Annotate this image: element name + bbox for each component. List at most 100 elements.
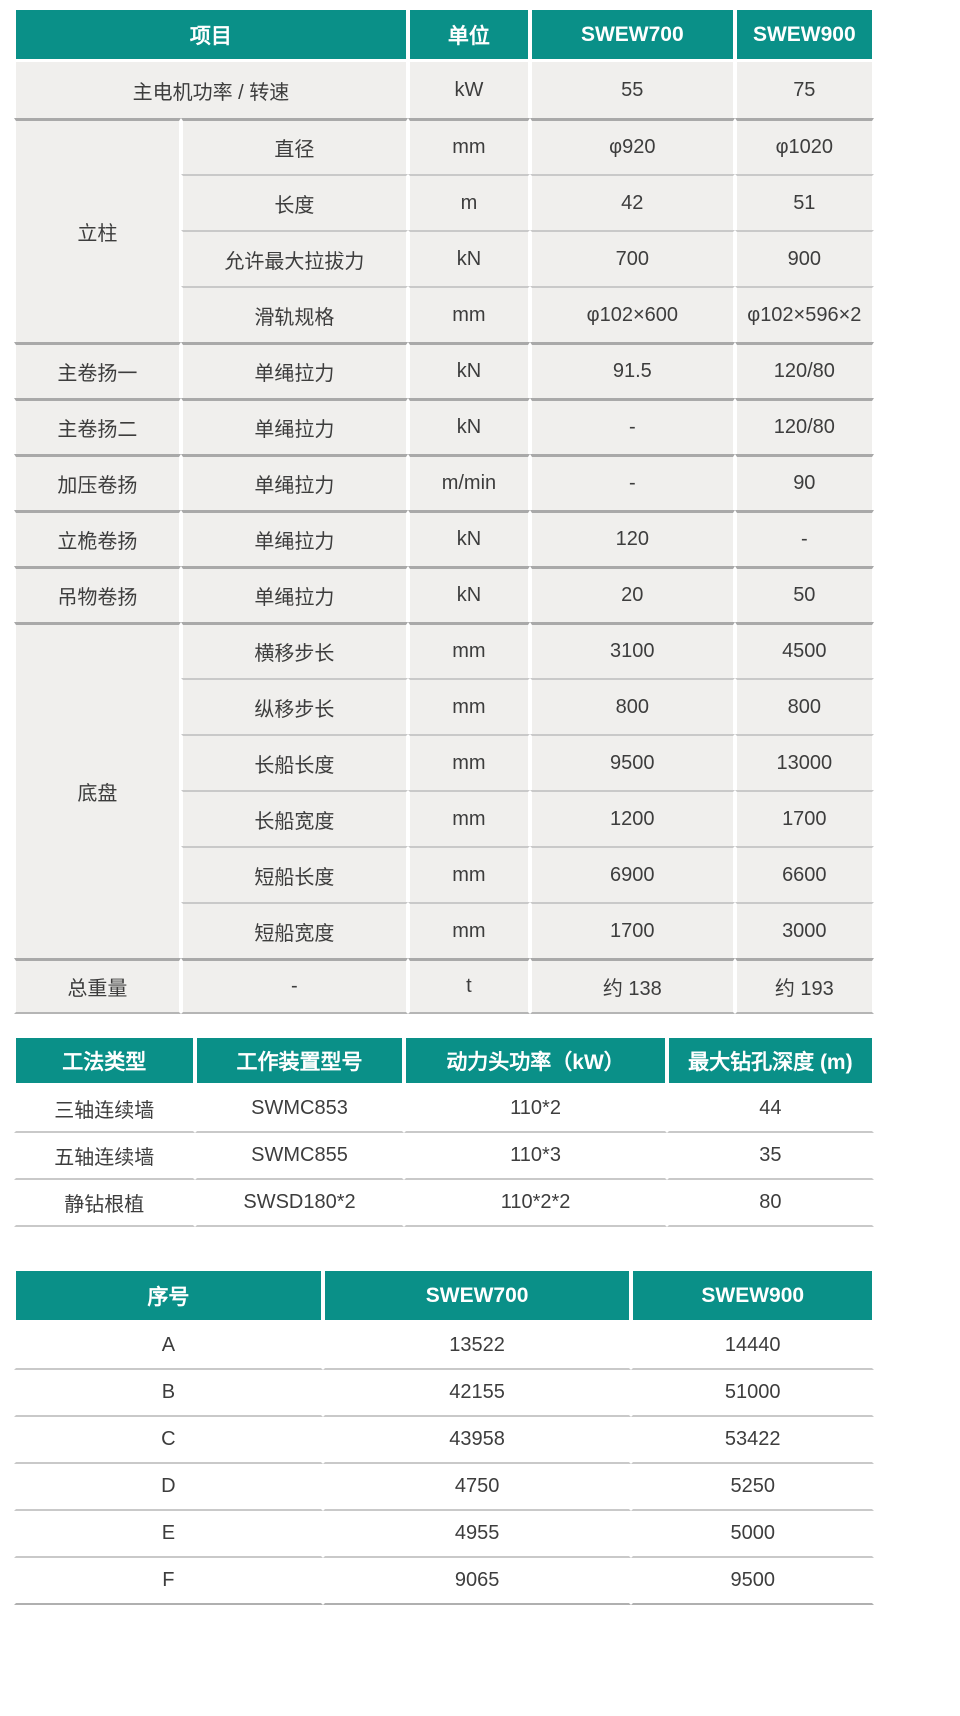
cell: 42155 [322,1370,632,1417]
dimension-table: 序号 SWEW700 SWEW900 A 13522 14440 B 42155 51000 C 4… [14,1271,874,1605]
group-label-cell: 立柱 [14,118,181,342]
cell: 44 [666,1086,874,1133]
cell: t [407,958,530,1014]
cell: 6600 [734,846,874,902]
cell: 50 [734,566,874,622]
table-row: 加压卷扬 单绳拉力 m/min -90 [14,454,874,510]
cell: - [180,958,408,1014]
cell: SWSD180*2 [194,1180,405,1227]
cell: 4750 [322,1464,632,1511]
table-row: 立柱 直径 mm φ920 φ1020 [14,118,874,342]
column-header: 单位 [407,10,530,62]
cell: 五轴连续墙 [14,1133,195,1180]
cell: 立桅卷扬 [14,510,181,566]
cell: A [14,1323,323,1370]
table-row: 五轴连续墙 SWMC855 110*3 35 [14,1133,874,1180]
cell: 主卷扬二 [14,398,181,454]
cell: 1200 [529,790,735,846]
cell: 5250 [631,1464,874,1511]
cell: mm [407,846,530,902]
cell: φ1020 [734,118,874,174]
cell: 9500 [529,734,735,790]
cell: 700 [529,230,735,286]
cell: 110*3 [404,1133,667,1180]
cell: kN [407,398,530,454]
cell: mm [407,790,530,846]
table-row: 立桅卷扬 单绳拉力 kN 120- [14,510,874,566]
cell: 短船宽度 [180,902,408,958]
header-row: 工法类型 工作装置型号 动力头功率（kW） 最大钻孔深度 (m) [14,1038,874,1086]
table-row: B 42155 51000 [14,1370,874,1417]
cell: 800 [529,678,735,734]
spec-sheet-page: 项目 单位 SWEW700 SWEW900 主电机功率 / 转速 kW 55 75 立柱 直径 mm… [14,10,874,1605]
cell: m [407,174,530,230]
cell: - [734,510,874,566]
cell: E [14,1511,323,1558]
table-row: 三轴连续墙 SWMC853 110*2 44 [14,1086,874,1133]
cell: 约 193 [734,958,874,1014]
table-row: F 9065 9500 [14,1558,874,1605]
cell: mm [407,734,530,790]
table-row: 静钻根植 SWSD180*2 110*2*2 80 [14,1180,874,1227]
cell: D [14,1464,323,1511]
cell: 55 [529,62,735,118]
cell: 120/80 [734,342,874,398]
cell: 4955 [322,1511,632,1558]
cell: 90 [734,454,874,510]
table-row: 底盘 横移步长 mm 3100 4500 [14,622,874,958]
cell: kN [407,342,530,398]
table-row: D 4750 5250 [14,1464,874,1511]
cell: - [529,454,735,510]
cell: 单绳拉力 [180,510,408,566]
cell: kN [407,510,530,566]
table-row: 吊物卷扬 单绳拉力 kN 20 50 [14,566,874,622]
table-row: 滑轨规格 mm φ102×600 φ102×596×2 [14,286,874,342]
cell: 43958 [322,1417,632,1464]
cell: φ920 [529,118,735,174]
cell: 51 [734,174,874,230]
table-row: 纵移步长 mm 800 800 [14,678,874,734]
cell: 横移步长 [180,622,408,678]
table-row: 允许最大拉拔力 kN 700 900 [14,230,874,286]
table-row: C 43958 53422 [14,1417,874,1464]
table-row: 短船宽度 mm 1700 3000 [14,902,874,958]
cell: mm [407,118,530,174]
cell: 800 [734,678,874,734]
header-row: 序号 SWEW700 SWEW900 [14,1271,874,1323]
column-header: 最大钻孔深度 (m) [666,1038,874,1086]
cell: 91.5 [529,342,735,398]
column-header: SWEW900 [631,1271,874,1323]
cell: 允许最大拉拔力 [180,230,408,286]
cell: 吊物卷扬 [14,566,181,622]
cell: kN [407,230,530,286]
column-header: SWEW900 [734,10,874,62]
cell: 13000 [734,734,874,790]
cell: φ102×596×2 [734,286,874,342]
cell: 单绳拉力 [180,566,408,622]
column-header: SWEW700 [322,1271,632,1323]
cell: 长度 [180,174,408,230]
cell: 900 [734,230,874,286]
cell: 20 [529,566,735,622]
table-row: 主卷扬二 单绳拉力 kN -120/80 [14,398,874,454]
cell: 总重量 [14,958,181,1014]
cell: 长船长度 [180,734,408,790]
cell: 1700 [734,790,874,846]
cell: mm [407,622,530,678]
column-header: 动力头功率（kW） [404,1038,667,1086]
cell: 1700 [529,902,735,958]
cell: 13522 [322,1323,632,1370]
cell: 主卷扬一 [14,342,181,398]
cell: 9065 [322,1558,632,1605]
main-spec-table: 项目 单位 SWEW700 SWEW900 主电机功率 / 转速 kW 55 75 立柱 直径 mm… [14,10,874,1014]
cell: 6900 [529,846,735,902]
cell: 短船长度 [180,846,408,902]
cell: mm [407,902,530,958]
cell: SWMC853 [194,1086,405,1133]
table-row: E 4955 5000 [14,1511,874,1558]
table-row: 长船宽度 mm 1200 1700 [14,790,874,846]
cell: 加压卷扬 [14,454,181,510]
column-header: 工法类型 [14,1038,195,1086]
cell: - [529,398,735,454]
cell: 三轴连续墙 [14,1086,195,1133]
